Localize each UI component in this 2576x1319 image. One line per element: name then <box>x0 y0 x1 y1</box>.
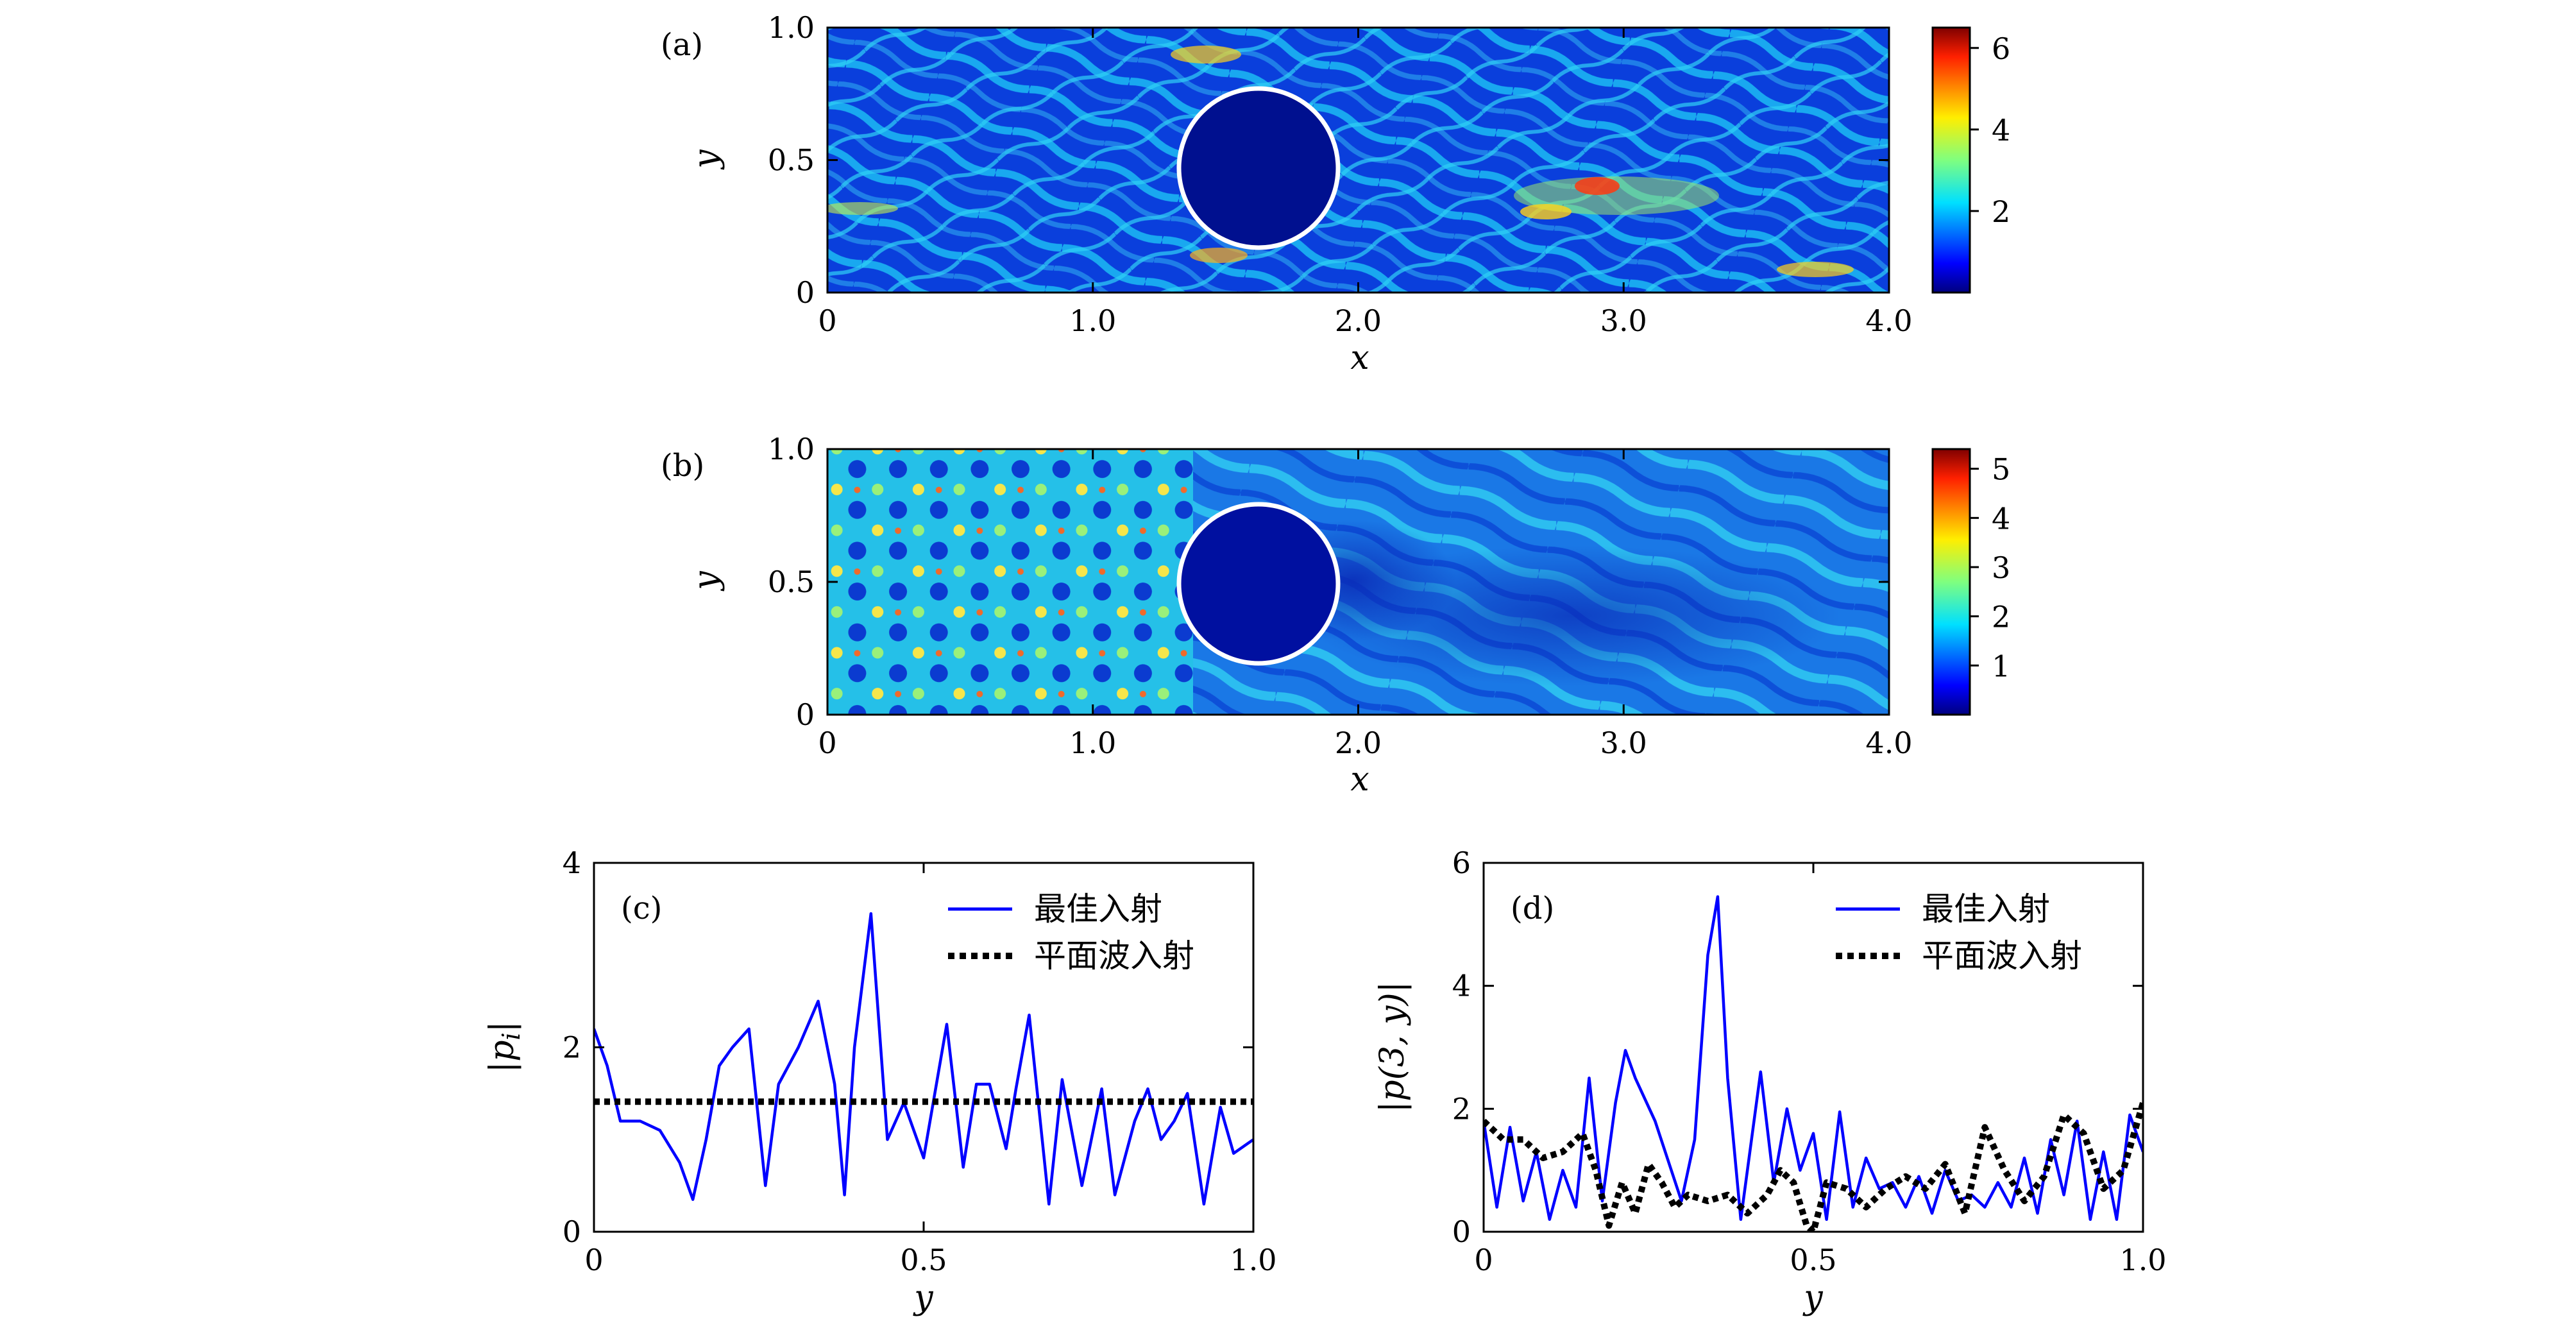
colorbar-tick-label-a-0: 2 <box>1992 194 2010 229</box>
y-tick-label-d-1: 2 <box>1452 1091 1471 1126</box>
y-tick-label-b-0: 0 <box>796 697 815 732</box>
y-tick-label-b-1: 0.5 <box>768 565 815 599</box>
y-tick-label-c-0: 0 <box>563 1214 581 1249</box>
x-tick-label-b-3: 3.0 <box>1600 726 1647 760</box>
y-axis-label-a: y <box>687 149 725 170</box>
x-axis-label-d: y <box>1802 1279 1823 1317</box>
x-tick-label-b-2: 2.0 <box>1335 726 1382 760</box>
x-tick-label-c-1: 0.5 <box>900 1243 947 1277</box>
x-tick-label-d-2: 1.0 <box>2119 1243 2166 1277</box>
x-tick-label-a-2: 2.0 <box>1335 303 1382 338</box>
y-tick-label-a-0: 0 <box>796 275 815 310</box>
x-tick-label-b-1: 1.0 <box>1069 726 1116 760</box>
y-axis-label-c: |pi| <box>483 1021 525 1073</box>
x-tick-label-b-0: 0 <box>818 726 836 760</box>
x-tick-label-a-0: 0 <box>818 303 836 338</box>
panel-label-a: (a) <box>661 27 703 63</box>
x-axis-label-c: y <box>913 1279 933 1317</box>
x-tick-label-a-3: 3.0 <box>1600 303 1647 338</box>
legend-label-d-1: 平面波入射 <box>1922 937 2082 974</box>
y-tick-label-c-2: 4 <box>563 846 581 880</box>
x-tick-label-c-0: 0 <box>584 1243 603 1277</box>
y-tick-label-d-3: 6 <box>1452 846 1471 880</box>
colorbar-tick-label-b-1: 2 <box>1992 600 2010 634</box>
colorbar-a <box>1931 26 1971 294</box>
colorbar-tick-label-b-0: 1 <box>1992 649 2010 683</box>
series-line-d-1 <box>1484 1102 2143 1232</box>
x-axis-label-a: x <box>1350 339 1369 377</box>
colorbar-tick-label-a-1: 4 <box>1992 113 2010 148</box>
y-tick-label-d-2: 4 <box>1452 969 1471 1003</box>
ticks-b: 0 1.0 2.0 3.0 4.0 0 0.5 1.0 <box>768 432 1913 760</box>
colorbar-ticks-b: 1 2 3 4 5 <box>1970 452 2010 683</box>
panel-label-c: (c) <box>621 890 662 926</box>
legend-label-c-0: 最佳入射 <box>1034 890 1162 928</box>
lines-d <box>1484 895 2143 1232</box>
ticks-c: 0 0.5 1.0 0 2 4 <box>563 846 1277 1277</box>
colorbar-tick-label-b-2: 3 <box>1992 550 2010 585</box>
x-tick-label-a-4: 4.0 <box>1865 303 1912 338</box>
colorbar-ticks-a: 2 4 6 <box>1970 31 2010 229</box>
legend-c: 最佳入射 平面波入射 <box>948 890 1194 974</box>
y-tick-label-d-0: 0 <box>1452 1214 1471 1249</box>
series-line-c-0 <box>594 912 1253 1206</box>
colorbar-b <box>1931 448 1971 716</box>
y-axis-label-d: |p(3, y)| <box>1373 982 1412 1112</box>
panel-d: 0 0.5 1.0 0 2 4 6 y |p(3, y)| (d) 最佳入射 平面波入射 <box>1373 846 2167 1317</box>
ticks-a: 0 1.0 2.0 3.0 4.0 0 0.5 1.0 <box>768 10 1913 338</box>
colorbar-tick-label-b-3: 4 <box>1992 501 2010 536</box>
y-tick-label-c-1: 2 <box>563 1030 581 1065</box>
y-tick-label-a-2: 1.0 <box>768 10 815 45</box>
panel-label-d: (d) <box>1511 890 1554 926</box>
x-axis-label-b: x <box>1350 760 1369 799</box>
x-tick-label-a-1: 1.0 <box>1069 303 1116 338</box>
panel-label-b: (b) <box>661 448 704 484</box>
colorbar-tick-label-a-2: 6 <box>1992 31 2010 66</box>
y-tick-label-b-2: 1.0 <box>768 432 815 466</box>
legend-d: 最佳入射 平面波入射 <box>1836 890 2082 974</box>
panel-c: 0 0.5 1.0 0 2 4 y |pi| (c) 最佳入射 平面波入射 <box>483 846 1277 1317</box>
heatmap-b-field <box>827 449 1889 715</box>
y-axis-label-b: y <box>687 571 725 591</box>
x-tick-label-d-1: 0.5 <box>1790 1243 1836 1277</box>
legend-label-d-0: 最佳入射 <box>1922 890 2050 928</box>
x-tick-label-c-2: 1.0 <box>1230 1243 1276 1277</box>
y-tick-label-a-1: 0.5 <box>768 143 815 178</box>
panel-a: 0 1.0 2.0 3.0 4.0 0 0.5 1.0 x y (a) 2 4 6 <box>661 10 2010 377</box>
legend-label-c-1: 平面波入射 <box>1034 937 1194 974</box>
x-tick-label-b-4: 4.0 <box>1865 726 1912 760</box>
lines-c <box>594 912 1253 1206</box>
ticks-d: 0 0.5 1.0 0 2 4 6 <box>1452 846 2167 1277</box>
x-tick-label-d-0: 0 <box>1474 1243 1493 1277</box>
panel-b: 0 1.0 2.0 3.0 4.0 0 0.5 1.0 x y (b) 1 2 3 4 5 <box>661 432 2010 799</box>
colorbar-tick-label-b-4: 5 <box>1992 452 2010 487</box>
heatmap-a-field <box>827 28 1889 293</box>
